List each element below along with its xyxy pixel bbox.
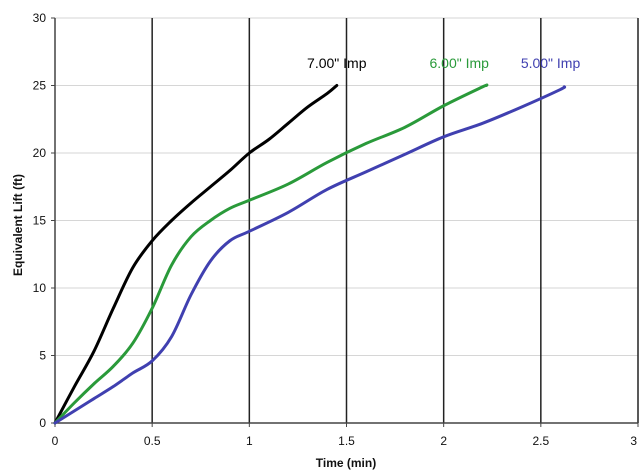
x-axis-ticks: 0 0.5 1 1.5 2 2.5 3 — [52, 423, 639, 448]
series-label-2: 5.00" Imp — [521, 55, 581, 71]
x-tick-label-4: 2 — [440, 434, 447, 448]
x-tick-label-5: 2.5 — [532, 434, 549, 448]
x-tick-label-0: 0 — [52, 434, 59, 448]
x-tick-label-2: 1 — [246, 434, 253, 448]
y-tick-label-3: 15 — [33, 214, 47, 228]
x-tick-label-1: 0.5 — [144, 434, 161, 448]
y-tick-label-0: 0 — [39, 416, 46, 430]
y-axis-ticks: 0 5 10 15 20 25 30 — [33, 11, 55, 430]
series-labels: 7.00" Imp 6.00" Imp 5.00" Imp — [307, 55, 580, 71]
y-tick-label-2: 10 — [33, 281, 47, 295]
series-line-2 — [53, 85, 567, 425]
series-line-1 — [53, 83, 489, 425]
x-axis-title: Time (min) — [316, 456, 376, 470]
y-tick-label-5: 25 — [33, 79, 47, 93]
y-axis-title: Equivalent Lift (ft) — [11, 174, 25, 276]
y-tick-label-1: 5 — [39, 349, 46, 363]
x-tick-label-3: 1.5 — [338, 434, 355, 448]
vertical-gridlines — [151, 18, 639, 423]
series-line-0 — [53, 84, 339, 425]
y-tick-label-6: 30 — [33, 11, 47, 25]
series-label-0: 7.00" Imp — [307, 55, 367, 71]
series-label-1: 6.00" Imp — [429, 55, 489, 71]
series-lines — [53, 83, 567, 425]
y-tick-label-4: 20 — [33, 146, 47, 160]
x-tick-label-6: 3 — [630, 434, 637, 448]
